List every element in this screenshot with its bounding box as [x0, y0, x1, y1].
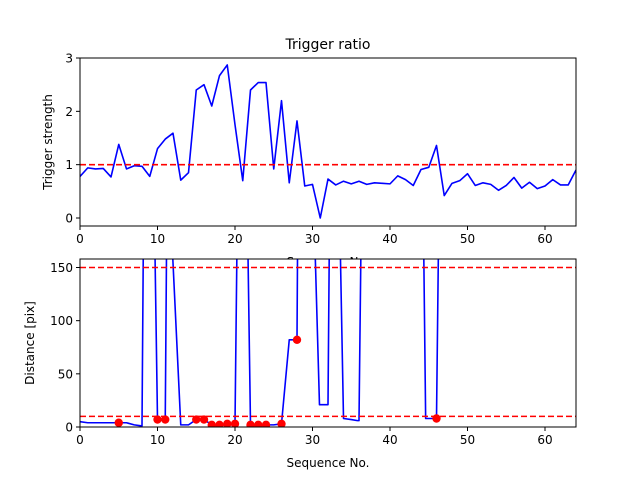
bottom-y-axis-label: Distance [pix]: [23, 301, 37, 385]
bottom-series-line: [80, 259, 440, 427]
bottom-axes-frame: [79, 258, 577, 428]
top-plot-area: [80, 64, 576, 219]
bottom-x-tick-label: 40: [382, 433, 397, 447]
top-axis-ticks: 0 10 20 30 40 50 60 0 1 2 3: [65, 52, 552, 247]
bottom-axis-ticks: 0 10 20 30 40 50 60 0 50 100 150: [50, 261, 553, 447]
bottom-y-tick-label: 50: [58, 367, 73, 381]
bottom-x-tick-label: 0: [76, 433, 84, 447]
bottom-panel: 0 10 20 30 40 50 60 0 50 100 150 Distance [pix] Se…: [23, 258, 577, 470]
bottom-plot-area: [80, 259, 576, 427]
bottom-y-tick-label: 0: [65, 421, 73, 435]
bottom-data-point: [114, 418, 123, 427]
top-x-tick-label: 60: [537, 232, 552, 246]
top-series-line: [80, 64, 576, 219]
top-x-tick-label: 20: [227, 232, 242, 246]
bottom-data-point: [199, 415, 209, 424]
top-x-tick-label: 30: [305, 232, 320, 246]
top-axes-frame: [79, 57, 577, 227]
bottom-data-point: [254, 420, 263, 427]
bottom-data-point: [223, 419, 232, 427]
top-y-tick-label: 2: [65, 105, 73, 119]
bottom-data-point: [215, 420, 224, 427]
top-x-tick-label: 10: [150, 232, 165, 246]
top-y-tick-label: 1: [65, 158, 73, 172]
bottom-data-point: [153, 415, 162, 424]
bottom-data-point: [261, 420, 271, 427]
bottom-data-point: [207, 420, 216, 427]
top-y-axis-label: Trigger strength: [41, 94, 55, 191]
top-panel: Trigger ratio 0 10 20 30 40 50 60 0 1 2 3 Trigger …: [41, 37, 577, 269]
bottom-data-point: [292, 335, 302, 345]
bottom-x-tick-label: 30: [305, 433, 320, 447]
bottom-x-tick-label: 60: [537, 433, 552, 447]
bottom-data-point: [161, 415, 170, 424]
bottom-data-point: [230, 419, 240, 427]
bottom-y-tick-label: 150: [50, 261, 73, 275]
bottom-data-point: [432, 414, 441, 423]
top-chart-title: Trigger ratio: [284, 37, 370, 53]
bottom-data-point: [192, 415, 201, 424]
top-x-tick-label: 0: [76, 232, 84, 246]
top-x-tick-label: 40: [382, 232, 397, 246]
bottom-x-tick-label: 50: [460, 433, 475, 447]
top-x-tick-label: 50: [460, 232, 475, 246]
bottom-x-tick-label: 10: [150, 433, 165, 447]
bottom-x-tick-label: 20: [227, 433, 242, 447]
bottom-data-point: [246, 420, 255, 427]
top-y-tick-label: 0: [65, 212, 73, 226]
bottom-data-point: [277, 419, 286, 427]
bottom-x-axis-label: Sequence No.: [287, 456, 370, 470]
bottom-y-tick-label: 100: [50, 314, 73, 328]
top-y-tick-label: 3: [65, 52, 73, 66]
